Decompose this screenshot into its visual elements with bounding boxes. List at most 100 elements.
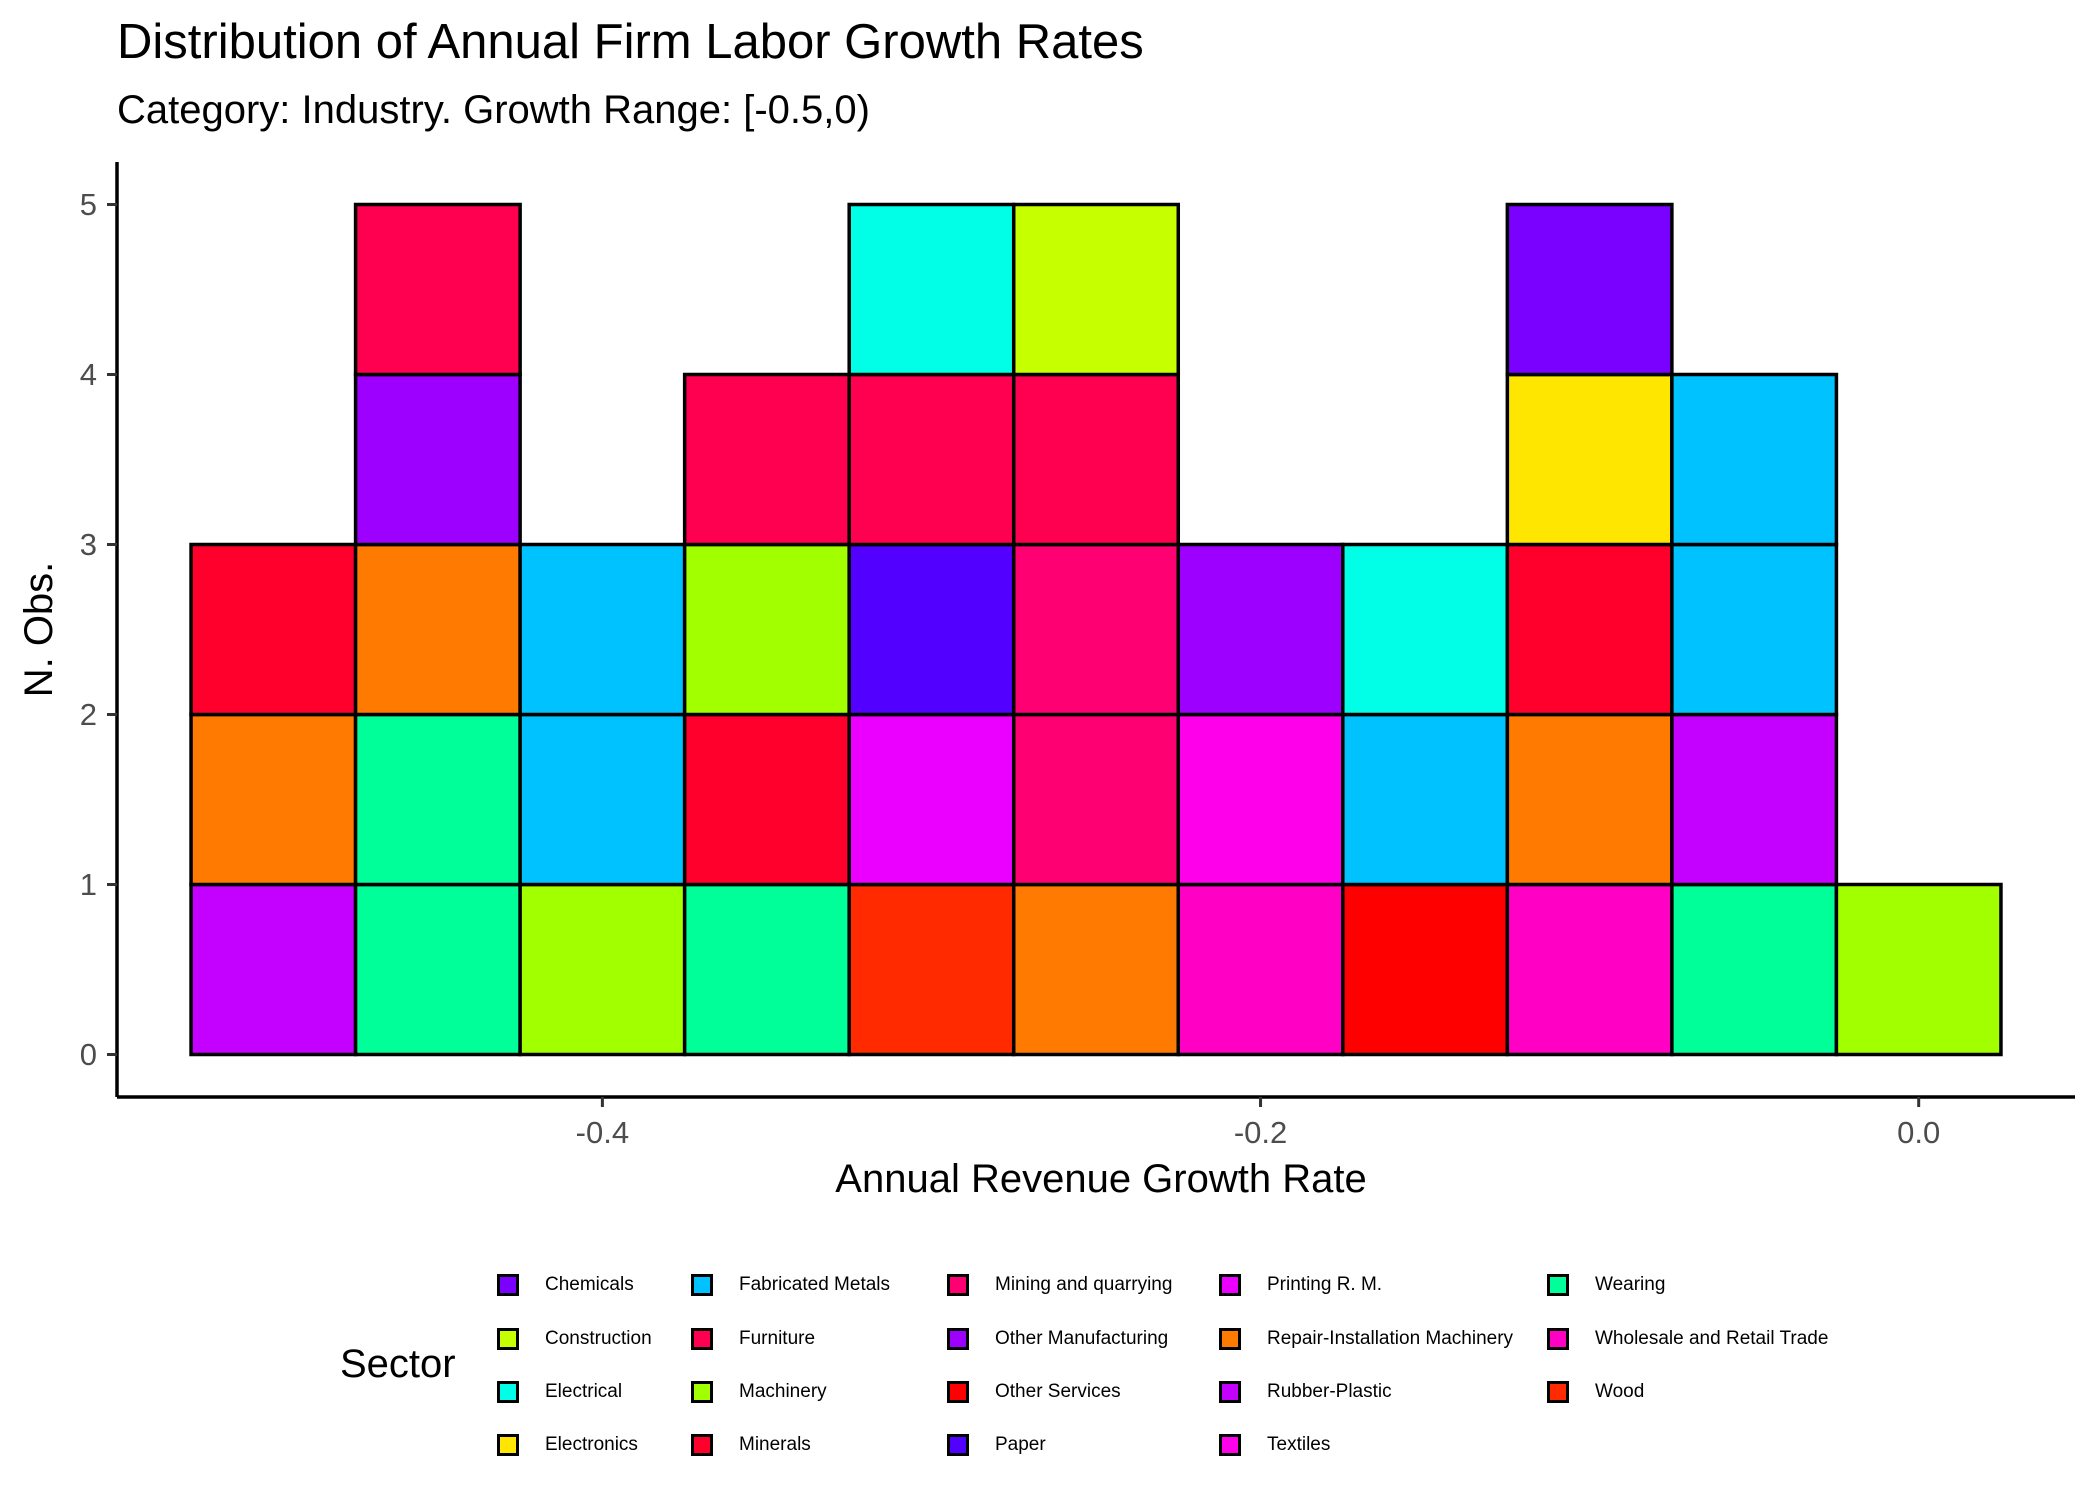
bar-segment: Machinery	[518, 882, 687, 1057]
bar-segment: Wearing	[353, 882, 522, 1057]
bars-group: Rubber-PlasticRepair-Installation Machin…	[189, 202, 2003, 1057]
legend-label: Wholesale and Retail Trade	[1595, 1328, 1829, 1349]
bar-segment: Wearing	[353, 712, 522, 887]
bar-segment: Mining and quarrying	[1011, 712, 1181, 887]
legend-swatch	[1547, 1381, 1569, 1403]
legend-item: Furniture	[691, 1324, 815, 1354]
y-tick-label: 5	[80, 187, 97, 222]
chart-title: Distribution of Annual Firm Labor Growth…	[117, 15, 1144, 69]
y-tick-label: 2	[80, 697, 97, 732]
legend-item: Other Manufacturing	[947, 1324, 1168, 1354]
bar-segment: Repair-Installation Machinery	[353, 542, 522, 717]
bar-segment: Printing R. M.	[847, 712, 1016, 887]
bar-segment: Furniture	[353, 202, 522, 377]
bar-segment: Furniture	[682, 372, 851, 547]
legend: Chemicals Construction Electrical Electroni…	[497, 1270, 1877, 1480]
y-tick-label: 1	[80, 867, 97, 902]
bar-segment: Electronics	[1505, 372, 1674, 547]
legend-item: Repair-Installation Machinery	[1219, 1324, 1513, 1354]
legend-item: Minerals	[691, 1430, 811, 1460]
legend-swatch	[1547, 1328, 1569, 1350]
legend-label: Wood	[1595, 1381, 1645, 1402]
bar-segment: Wearing	[1670, 882, 1839, 1057]
legend-item: Construction	[497, 1324, 652, 1354]
bar-segment: Mining and quarrying	[1011, 542, 1181, 717]
legend-swatch	[947, 1274, 969, 1296]
legend-swatch	[1219, 1381, 1241, 1403]
legend-label: Wearing	[1595, 1274, 1666, 1295]
legend-label: Machinery	[739, 1381, 827, 1402]
legend-item: Textiles	[1219, 1430, 1330, 1460]
legend-item: Wholesale and Retail Trade	[1547, 1324, 1828, 1354]
legend-swatch	[497, 1328, 519, 1350]
legend-label: Mining and quarrying	[995, 1274, 1173, 1295]
bar-segment: Machinery	[1834, 882, 2003, 1057]
legend-swatch	[497, 1434, 519, 1456]
legend-label: Paper	[995, 1434, 1046, 1455]
bar-segment: Electrical	[847, 202, 1016, 377]
bar-segment: Other Manufacturing	[1176, 542, 1345, 717]
histogram-plot: Rubber-PlasticRepair-Installation Machin…	[17, 162, 2075, 1201]
legend-swatch	[1219, 1434, 1241, 1456]
y-tick-label: 0	[80, 1037, 97, 1072]
legend-swatch	[947, 1381, 969, 1403]
legend-swatch	[691, 1328, 713, 1350]
legend-item: Wood	[1547, 1377, 1644, 1407]
x-tick-label: -0.2	[1234, 1115, 1287, 1150]
chart-subtitle: Category: Industry. Growth Range: [-0.5,…	[117, 88, 870, 132]
legend-item: Wearing	[1547, 1270, 1665, 1300]
legend-label: Electronics	[545, 1434, 638, 1455]
bar-segment: Repair-Installation Machinery	[189, 712, 358, 887]
bar-segment: Minerals	[682, 712, 851, 887]
legend-item: Other Services	[947, 1377, 1121, 1407]
legend-item: Rubber-Plastic	[1219, 1377, 1392, 1407]
y-tick-label: 4	[80, 357, 97, 392]
bar-segment: Construction	[1011, 202, 1181, 377]
legend-label: Other Services	[995, 1381, 1121, 1402]
legend-swatch	[497, 1274, 519, 1296]
x-tick-label: 0.0	[1897, 1115, 1940, 1150]
legend-label: Rubber-Plastic	[1267, 1381, 1392, 1402]
legend-label: Textiles	[1267, 1434, 1331, 1455]
bar-segment: Fabricated Metals	[1670, 542, 1839, 717]
bar-segment: Minerals	[1505, 542, 1674, 717]
legend-swatch	[947, 1328, 969, 1350]
bar-segment: Rubber-Plastic	[189, 882, 358, 1057]
bar-segment: Paper	[847, 542, 1016, 717]
bar-segment: Repair-Installation Machinery	[1505, 712, 1674, 887]
legend-item: Fabricated Metals	[691, 1270, 890, 1300]
bar-segment: Furniture	[1011, 372, 1181, 547]
legend-swatch	[691, 1274, 713, 1296]
legend-label: Construction	[545, 1328, 652, 1349]
legend-swatch	[691, 1381, 713, 1403]
legend-item: Electrical	[497, 1377, 622, 1407]
legend-label: Fabricated Metals	[739, 1274, 891, 1295]
legend-item: Electronics	[497, 1430, 638, 1460]
bar-segment: Wholesale and Retail Trade	[1176, 882, 1345, 1057]
legend-item: Paper	[947, 1430, 1046, 1460]
bar-segment: Other Manufacturing	[353, 372, 522, 547]
legend-item: Machinery	[691, 1377, 827, 1407]
legend-item: Mining and quarrying	[947, 1270, 1172, 1300]
legend-label: Other Manufacturing	[995, 1328, 1169, 1349]
y-axis-title: N. Obs.	[17, 562, 61, 698]
bar-segment: Furniture	[847, 372, 1016, 547]
bar-segment: Wood	[847, 882, 1016, 1057]
bar-segment: Fabricated Metals	[518, 712, 687, 887]
legend-label: Minerals	[739, 1434, 811, 1455]
legend-item: Chemicals	[497, 1270, 634, 1300]
bar-segment: Wearing	[682, 882, 851, 1057]
legend-label: Printing R. M.	[1267, 1274, 1383, 1295]
bar-segment: Electrical	[1341, 542, 1510, 717]
bar-segment: Other Services	[1341, 882, 1510, 1057]
x-axis-title: Annual Revenue Growth Rate	[835, 1157, 1366, 1201]
legend-label: Electrical	[545, 1381, 623, 1402]
bar-segment: Minerals	[189, 542, 358, 717]
legend-swatch	[1219, 1274, 1241, 1296]
legend-title: Sector	[340, 1342, 456, 1386]
legend-swatch	[1219, 1328, 1241, 1350]
legend-label: Repair-Installation Machinery	[1267, 1328, 1514, 1349]
legend-item: Printing R. M.	[1219, 1270, 1382, 1300]
bar-segment: Wholesale and Retail Trade	[1505, 882, 1674, 1057]
legend-swatch	[1547, 1274, 1569, 1296]
